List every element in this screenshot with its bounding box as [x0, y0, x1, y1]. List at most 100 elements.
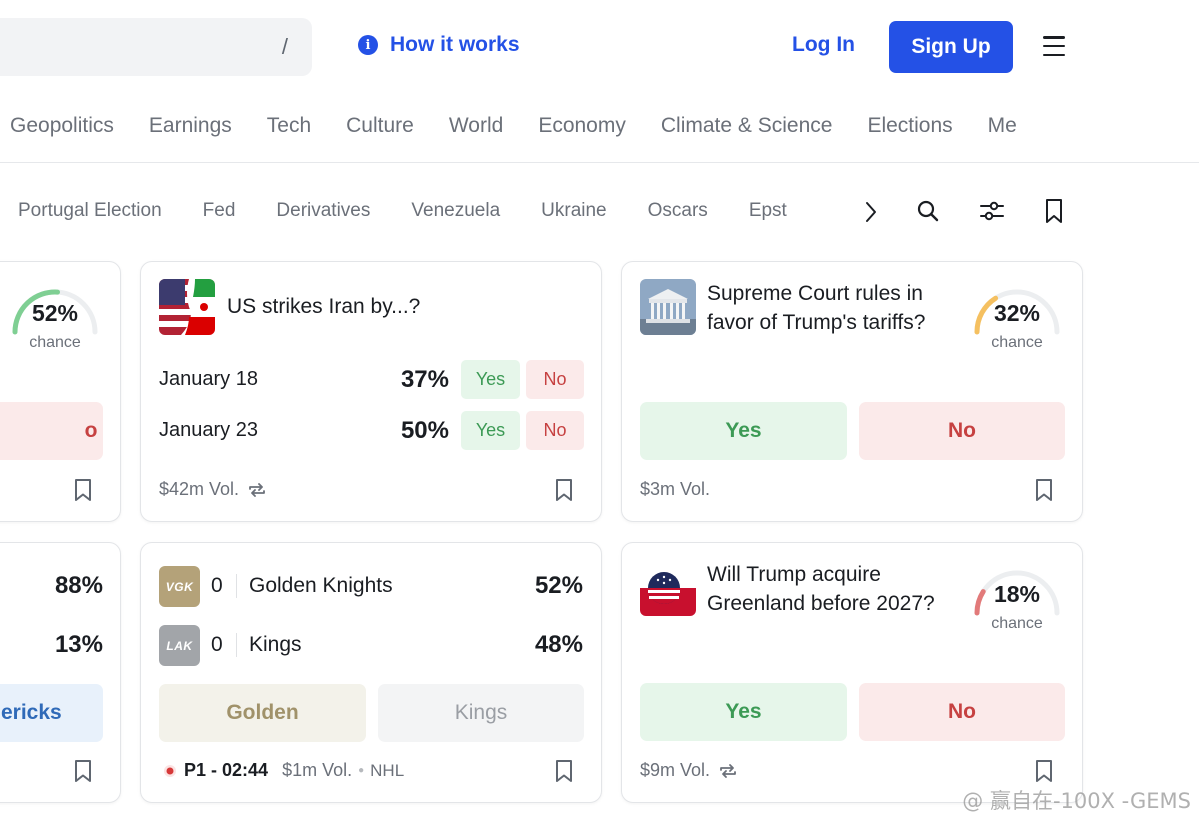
market-card-hockey[interactable]: VGK 0 Golden Knights 52% LAK 0 Kings 48%… [140, 542, 602, 803]
category-culture[interactable]: Culture [346, 114, 414, 137]
bookmark-icon[interactable] [554, 478, 574, 502]
category-geopolitics[interactable]: Geopolitics [10, 114, 114, 137]
chance-gauge: 52% chance [7, 274, 103, 354]
no-button[interactable]: o [0, 402, 103, 460]
outcome-percent: 37% [400, 366, 449, 393]
how-it-works-label: How it works [390, 33, 520, 56]
header-divider [0, 162, 1199, 163]
topic-epstein[interactable]: Epst [748, 200, 787, 221]
market-card-partial-top[interactable]: 52% chance o [0, 261, 121, 522]
outcome-percent: 50% [400, 417, 449, 444]
bookmark-icon[interactable] [73, 478, 93, 502]
category-fade [1040, 105, 1199, 155]
volume-text: $3m Vol. [640, 479, 711, 499]
hamburger-menu-icon[interactable] [1043, 36, 1065, 56]
category-more[interactable]: Me [987, 114, 1017, 137]
topic-derivatives[interactable]: Derivatives [276, 200, 371, 221]
game-status: P1 - 02:44 $1m Vol. ● NHL [161, 760, 404, 781]
category-economy[interactable]: Economy [538, 114, 626, 137]
category-elections[interactable]: Elections [867, 114, 953, 137]
market-card-supreme-court[interactable]: Supreme Court rules in favor of Trump's … [621, 261, 1083, 522]
repeat-icon [720, 763, 736, 778]
team-button-label: ericks [1, 701, 62, 724]
yes-button[interactable]: Yes [461, 411, 520, 450]
greenland-flag-image [640, 560, 696, 616]
no-button[interactable]: No [526, 360, 584, 399]
chance-label: chance [991, 615, 1043, 632]
no-button[interactable]: No [526, 411, 584, 450]
kings-button[interactable]: Kings [378, 684, 584, 742]
watermark-text: @ 赢自在-100X -GEMS [962, 789, 1191, 813]
supreme-court-image [640, 279, 696, 335]
topic-fade [830, 190, 880, 234]
search-shortcut-hint: / [281, 34, 288, 59]
market-title: Supreme Court rules in favor of Trump's … [707, 282, 926, 334]
team-button[interactable]: ericks [0, 684, 103, 742]
category-climate-science[interactable]: Climate & Science [660, 114, 833, 137]
team-logo-lak: LAK [159, 625, 200, 666]
team-score: 0 [211, 574, 223, 597]
login-link[interactable]: Log In [792, 33, 855, 56]
market-title: Will Trump acquire Greenland before 2027… [707, 563, 935, 615]
category-tech[interactable]: Tech [266, 114, 312, 137]
topic-venezuela[interactable]: Venezuela [411, 200, 501, 221]
outcome-percent: 13% [54, 631, 103, 658]
no-button-label: o [84, 419, 98, 442]
chance-percent: 52% [31, 300, 79, 326]
market-card-iran[interactable]: US strikes Iran by...? January 18 37% Ye… [140, 261, 602, 522]
chevron-right-icon[interactable] [856, 197, 886, 227]
how-it-works-link[interactable]: i How it works [358, 33, 520, 57]
yes-button[interactable]: Yes [640, 683, 847, 741]
outcome-percent: 88% [54, 572, 103, 599]
bookmark-icon[interactable] [554, 759, 574, 783]
score-divider [236, 574, 237, 598]
signup-button[interactable]: Sign Up [889, 21, 1013, 73]
category-world[interactable]: World [448, 114, 504, 137]
market-volume: $3m Vol. [640, 479, 710, 500]
team-name: Kings [249, 633, 302, 656]
bookmark-icon[interactable] [1039, 196, 1069, 226]
no-button[interactable]: No [859, 683, 1065, 741]
market-card-greenland[interactable]: Will Trump acquire Greenland before 2027… [621, 542, 1083, 803]
chance-gauge: 32% chance [969, 274, 1065, 354]
live-dot-icon [164, 764, 176, 777]
bookmark-icon[interactable] [1034, 478, 1054, 502]
category-nav: Geopolitics Earnings Tech Culture World … [10, 114, 1052, 138]
market-volume: $9m Vol. [640, 760, 738, 781]
team-name: Golden Knights [249, 574, 393, 597]
yes-button[interactable]: Yes [640, 402, 847, 460]
game-period: P1 - 02:44 [184, 760, 269, 780]
volume-text: $1m Vol. [282, 760, 353, 780]
info-icon: i [358, 35, 378, 55]
market-volume: $42m Vol. [159, 479, 267, 500]
bookmark-icon[interactable] [1034, 759, 1054, 783]
chance-percent: 18% [993, 581, 1041, 607]
team-score: 0 [211, 633, 223, 656]
topic-portugal-election[interactable]: Portugal Election [18, 200, 162, 221]
topic-nav: Portugal Election Fed Derivatives Venezu… [18, 200, 828, 222]
dot-separator: ● [358, 765, 365, 776]
volume-text: $42m Vol. [159, 479, 240, 499]
topic-ukraine[interactable]: Ukraine [541, 200, 607, 221]
no-button[interactable]: No [859, 402, 1065, 460]
repeat-icon [249, 482, 265, 497]
topic-oscars[interactable]: Oscars [647, 200, 708, 221]
team-percent: 48% [534, 631, 583, 658]
team-percent: 52% [534, 572, 583, 599]
category-earnings[interactable]: Earnings [148, 114, 232, 137]
golden-knights-button[interactable]: Golden [159, 684, 366, 742]
league-label: NHL [370, 760, 405, 780]
search-input[interactable]: / [0, 18, 312, 76]
market-card-partial-bottom[interactable]: 88% 13% ericks [0, 542, 121, 803]
volume-text: $9m Vol. [640, 760, 711, 780]
market-title: US strikes Iran by...? [227, 295, 421, 318]
yes-button[interactable]: Yes [461, 360, 520, 399]
score-divider [236, 633, 237, 657]
bookmark-icon[interactable] [73, 759, 93, 783]
search-icon[interactable] [913, 196, 943, 226]
topic-fed[interactable]: Fed [202, 200, 236, 221]
us-iran-flag-image [159, 279, 215, 335]
outcome-label: January 23 [159, 419, 258, 441]
filter-sliders-icon[interactable] [977, 196, 1007, 226]
chance-label: chance [991, 334, 1043, 351]
